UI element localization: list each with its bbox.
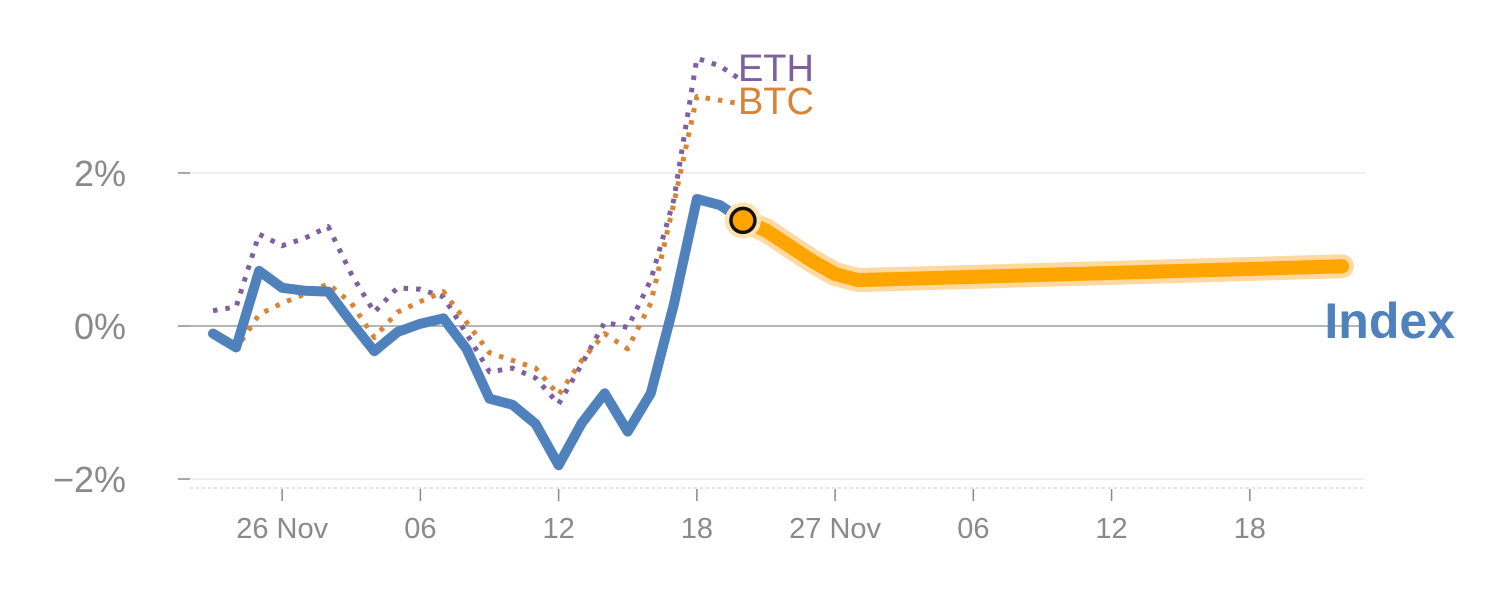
series-lines [208, 55, 1354, 471]
x-tick-label: 26 Nov [236, 513, 328, 545]
btc-series-label: BTC [738, 81, 814, 123]
labels: ETH BTC Index [738, 48, 1455, 349]
markers [724, 202, 761, 239]
series-line-projection [735, 213, 1349, 288]
x-tick-label: 06 [957, 513, 989, 545]
y-tick-label: 0% [74, 306, 126, 347]
x-tick-label: 27 Nov [789, 513, 881, 545]
series-line-index [208, 194, 748, 471]
grid-lines [190, 172, 1365, 480]
index-series-label: Index [1324, 293, 1455, 349]
x-tick-label: 06 [404, 513, 436, 545]
y-tick-label: 2% [74, 153, 126, 194]
x-tick-label: 18 [1234, 513, 1266, 545]
series-line-btc [211, 94, 744, 398]
x-tick-label: 12 [1095, 513, 1127, 545]
current-point-marker [729, 206, 757, 235]
x-tick-label: 18 [681, 513, 713, 545]
eth-series-label: ETH [738, 48, 814, 90]
x-tick-label: 12 [542, 513, 574, 545]
y-tick-label: −2% [53, 459, 126, 500]
axes: 2% 0% −2% 26 Nov 06 12 18 27 Nov 06 12 18 [53, 153, 1365, 545]
